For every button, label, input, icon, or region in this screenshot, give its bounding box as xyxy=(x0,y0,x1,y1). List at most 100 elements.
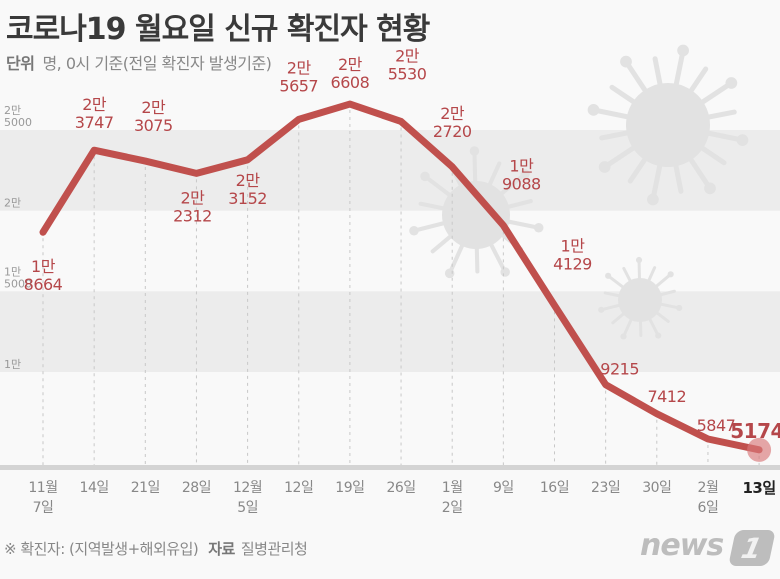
virus-spike xyxy=(650,122,671,203)
data-label: 2만 3747 xyxy=(75,95,114,132)
data-point xyxy=(604,383,607,386)
x-tick-label: 26일 xyxy=(386,480,416,496)
x-tick-label: 11월 7일 xyxy=(28,480,58,516)
virus-spike-tip xyxy=(444,268,455,279)
x-tick-label: 12월 5일 xyxy=(232,480,263,516)
y-tick-label: 1만 xyxy=(4,358,21,371)
virus-spike xyxy=(638,298,681,310)
virus-spike-tip xyxy=(620,333,627,340)
virus-spike xyxy=(590,107,671,128)
y-tick-label: 2만 xyxy=(4,197,21,210)
virus-spike-tip xyxy=(736,134,749,146)
data-label: 1만 4129 xyxy=(553,236,592,273)
x-tick-label: 1월 2일 xyxy=(441,480,463,516)
virus-spike xyxy=(665,109,737,128)
virus-spike xyxy=(472,148,479,218)
x-axis-line xyxy=(0,465,780,470)
vertical-gridlines xyxy=(42,110,760,470)
footnote: ※ 확진자: (지역발생+해외유입) xyxy=(4,540,199,558)
news1-logo-number: 1 xyxy=(738,532,765,565)
data-label: 1만 9088 xyxy=(502,156,541,193)
data-point xyxy=(144,160,147,163)
data-point xyxy=(553,304,556,307)
data-point xyxy=(706,438,709,441)
virus-spike xyxy=(611,298,642,325)
virus-spike xyxy=(603,291,642,302)
data-label: 5174 xyxy=(730,419,780,443)
virus-spike xyxy=(599,298,642,312)
virus-spike-tip xyxy=(469,146,480,156)
series-line xyxy=(39,100,772,462)
virus-spike-tip xyxy=(587,104,600,116)
virus-spike-tip xyxy=(598,306,605,313)
virus-icon xyxy=(598,256,683,340)
data-label: 2만 2720 xyxy=(433,104,472,141)
virus-spike xyxy=(665,66,709,128)
data-label: 1만 8664 xyxy=(24,257,63,294)
virus-spike-tip xyxy=(635,256,643,264)
x-tick-label: 16일 xyxy=(539,480,570,496)
y-tick-label: 1만 5000 xyxy=(4,265,32,290)
news1-logo-badge: 1 xyxy=(728,530,776,566)
data-label: 2만 3075 xyxy=(134,98,173,135)
virus-icon xyxy=(587,44,749,206)
data-label: 2만 6608 xyxy=(331,55,370,92)
virus-spike-tip xyxy=(409,225,419,236)
data-point xyxy=(93,149,96,152)
data-point xyxy=(451,165,454,168)
virus-spike-tip xyxy=(605,272,612,279)
data-point xyxy=(400,120,403,123)
virus-spike xyxy=(599,122,671,141)
virus-spike-tip xyxy=(725,77,738,89)
x-tick-label: 28일 xyxy=(181,480,212,496)
virus-spike xyxy=(638,272,673,302)
data-point xyxy=(195,172,198,175)
data-point xyxy=(655,412,658,415)
virus-spike-tip xyxy=(520,169,530,179)
virus-spike-tip xyxy=(655,332,662,339)
virus-spike xyxy=(473,199,533,218)
data-label: 9215 xyxy=(600,360,639,379)
virus-spike xyxy=(622,266,642,302)
virus-spike xyxy=(473,212,480,274)
virus-spike-tip xyxy=(420,171,430,182)
virus-spike xyxy=(665,80,734,128)
x-tick-label: 12일 xyxy=(284,480,314,496)
x-tick-label: 19일 xyxy=(335,480,365,496)
data-point xyxy=(348,103,351,106)
source-name: 질병관리청 xyxy=(240,540,308,558)
virus-decorations xyxy=(409,44,749,340)
y-axis-ticks: 1만 1만 5000 2만 2만 5000 xyxy=(4,104,32,371)
virus-spike xyxy=(411,212,479,233)
x-tick-label: 9일 xyxy=(492,480,514,496)
virus-spike xyxy=(637,258,642,302)
virus-icon xyxy=(409,146,544,279)
virus-spike-tip xyxy=(704,182,716,195)
data-label: 2만 2312 xyxy=(173,188,212,225)
data-label: 2만 5657 xyxy=(279,58,318,95)
virus-spike xyxy=(665,122,727,166)
virus-spike-tip xyxy=(647,193,659,206)
virus-spike xyxy=(622,298,642,338)
data-labels: 1만 8664 2만 3747 2만 3075 2만 2312 2만 3152 2만 5657 2만 66… xyxy=(24,46,780,442)
x-tick-label: 23일 xyxy=(591,480,621,496)
virus-spike xyxy=(609,84,671,128)
virus-spike xyxy=(665,122,746,143)
x-tick-label: 30일 xyxy=(642,480,672,496)
virus-spike xyxy=(623,59,671,128)
virus-spike-tip xyxy=(533,222,544,233)
virus-spike xyxy=(665,122,713,191)
news1-logo: news xyxy=(640,528,724,563)
x-axis-labels: 11월 7일 14일 21일 28일 12월 5일 12일 19일 26일 1월 2일 9일 16일… xyxy=(0,478,780,528)
page-title: 코로나19 월요일 신규 확진자 현황 xyxy=(6,12,430,47)
x-tick-label: 21일 xyxy=(130,480,161,496)
data-point xyxy=(42,231,44,234)
highlight-point xyxy=(747,437,772,462)
virus-spike-tip xyxy=(677,44,689,57)
virus-spike xyxy=(606,274,642,302)
virus-spike-tip xyxy=(676,304,683,312)
virus-spike xyxy=(473,212,508,275)
virus-spike-tip xyxy=(620,55,632,68)
virus-spike xyxy=(602,122,671,170)
x-tick-label: 14일 xyxy=(79,480,110,496)
